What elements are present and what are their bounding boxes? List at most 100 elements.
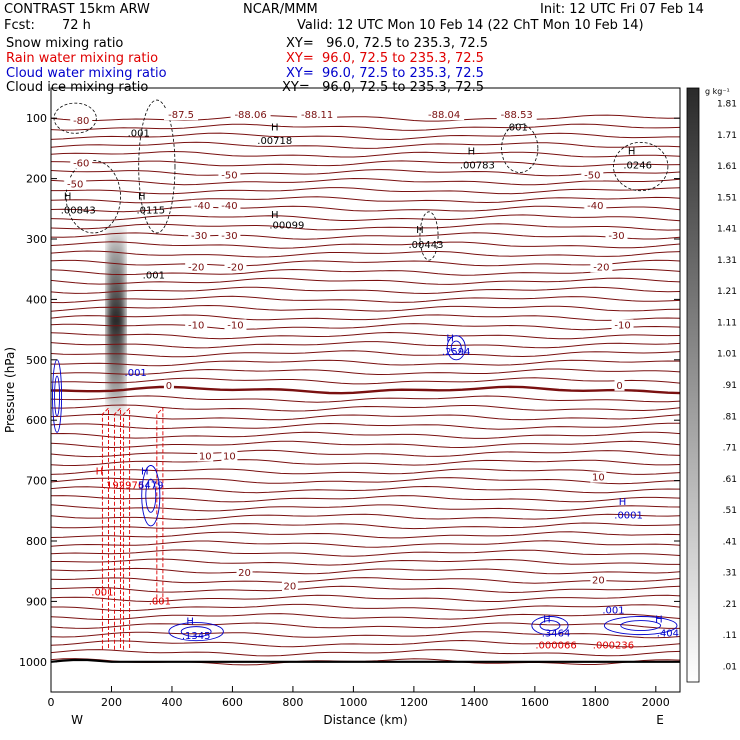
cloud-label: H — [655, 615, 663, 626]
temperature-label: 10 — [223, 451, 236, 462]
snow-label: .00443 — [408, 240, 443, 251]
y-tick-label: 300 — [26, 233, 47, 246]
temperature-label: -88.53 — [501, 110, 533, 121]
legend-snow-name: Snow mixing ratio — [6, 36, 124, 51]
isotherm-line — [51, 123, 680, 131]
y-tick-label: 500 — [26, 354, 47, 367]
temperature-label: -60 — [73, 159, 89, 170]
isotherm-line — [51, 286, 680, 295]
y-tick-label: 200 — [26, 173, 47, 186]
legend-snow-xy: XY= 96.0, 72.5 to 235.3, 72.5 — [286, 36, 489, 51]
temperature-label: -88.11 — [301, 110, 333, 121]
isotherm-line — [51, 259, 680, 267]
snow-label: H — [138, 192, 146, 203]
cloud-water-contour — [531, 616, 569, 636]
snow-label: .0246 — [623, 160, 652, 171]
x-tick-label: 1200 — [400, 696, 428, 709]
colorbar-tick-label: .71 — [723, 444, 737, 454]
temperature-label: 20 — [284, 581, 297, 592]
temperature-label: -20 — [227, 262, 243, 273]
cloud-label: .001 — [602, 605, 624, 616]
temperature-label: -30 — [221, 231, 237, 242]
x-tick-label: 1800 — [581, 696, 609, 709]
isotherm-line — [51, 422, 680, 430]
legend-rain-xy: XY= 96.0, 72.5 to 235.3, 72.5 — [286, 51, 484, 66]
cloud-label: H — [543, 615, 551, 626]
snow-label: H — [271, 122, 279, 133]
cloud-water-contour — [54, 375, 60, 417]
isotherm-line — [51, 323, 680, 331]
temperature-label: -40 — [587, 201, 603, 212]
temperature-label: -88.06 — [234, 110, 266, 121]
rain-label: .192976 — [103, 480, 144, 491]
y-tick-label: 400 — [26, 293, 47, 306]
x-tick-label: 800 — [282, 696, 303, 709]
colorbar-tick-label: 1.51 — [717, 193, 737, 203]
isotherm-line — [51, 577, 680, 584]
temperature-label: -87.5 — [168, 110, 194, 121]
x-tick-label: 1000 — [339, 696, 367, 709]
temperature-label: -10 — [188, 320, 204, 331]
temperature-label: -50 — [584, 171, 600, 182]
snow-label: .001 — [143, 270, 165, 281]
isotherm-line — [51, 377, 680, 385]
colorbar-tick-label: .11 — [723, 631, 737, 641]
temperature-label: 10 — [199, 451, 212, 462]
isotherm-line — [51, 449, 680, 458]
isotherm-line — [51, 277, 680, 285]
temperature-label: -30 — [608, 231, 624, 242]
rain-label: .000236 — [593, 641, 634, 652]
colorbar-tick-label: .31 — [723, 569, 737, 579]
legend-rain-name: Rain water mixing ratio — [6, 51, 159, 66]
snow-label: .0115 — [136, 206, 165, 217]
rain-contour — [114, 407, 122, 650]
temperature-label: -88.04 — [428, 110, 460, 121]
x-tick-label: 2000 — [642, 696, 670, 709]
temperature-label: -40 — [221, 201, 237, 212]
valid-time: Valid: 12 UTC Mon 10 Feb 14 (22 ChT Mon … — [297, 18, 644, 33]
isotherm-line — [51, 368, 680, 376]
cloud-water-contour — [603, 616, 678, 636]
terrain-line — [51, 658, 680, 663]
isotherm-line — [51, 522, 680, 530]
fcst-value: 72 h — [62, 18, 91, 33]
x-tick-label: 600 — [222, 696, 243, 709]
snow-label: H — [628, 146, 636, 157]
isotherm-line — [51, 250, 680, 258]
cloud-label: .1345 — [182, 631, 211, 642]
cloud-label: H — [186, 616, 194, 627]
model-label: NCAR/MMM — [243, 2, 318, 17]
isotherm-line — [51, 413, 680, 421]
rain-label: .001 — [149, 596, 171, 607]
isotherm-line — [51, 594, 680, 603]
colorbar-tick-label: .41 — [723, 537, 737, 547]
isotherm-line — [51, 613, 680, 620]
snow-contour — [138, 99, 176, 234]
colorbar-tick-label: 1.41 — [717, 225, 737, 235]
temperature-label: -20 — [593, 262, 609, 273]
isotherm-line — [51, 114, 680, 122]
isotherm-line — [51, 477, 680, 485]
isotherm-line — [51, 196, 680, 204]
temperature-label: -50 — [67, 180, 83, 191]
isotherm-line — [51, 304, 680, 312]
temperature-label: 0 — [166, 381, 172, 392]
snow-label: .001 — [506, 122, 528, 133]
isotherm-line — [51, 314, 680, 321]
snow-contour — [419, 211, 439, 261]
colorbar-tick-label: .91 — [723, 381, 737, 391]
colorbar-bar — [686, 87, 700, 683]
isotherm-line — [51, 160, 680, 167]
isotherm-line — [51, 631, 680, 639]
x-tick-label: 1600 — [521, 696, 549, 709]
colorbar-tick-label: 1.21 — [717, 287, 737, 297]
isotherm-line — [51, 214, 680, 222]
snow-label: .001 — [128, 128, 150, 139]
isotherm-line — [51, 603, 680, 612]
temperature-label: -20 — [188, 262, 204, 273]
isotherm-line — [51, 585, 680, 594]
cloud-water-contour — [141, 465, 161, 527]
fcst-label: Fcst: — [4, 18, 35, 33]
cloud-water-contour — [620, 620, 662, 631]
